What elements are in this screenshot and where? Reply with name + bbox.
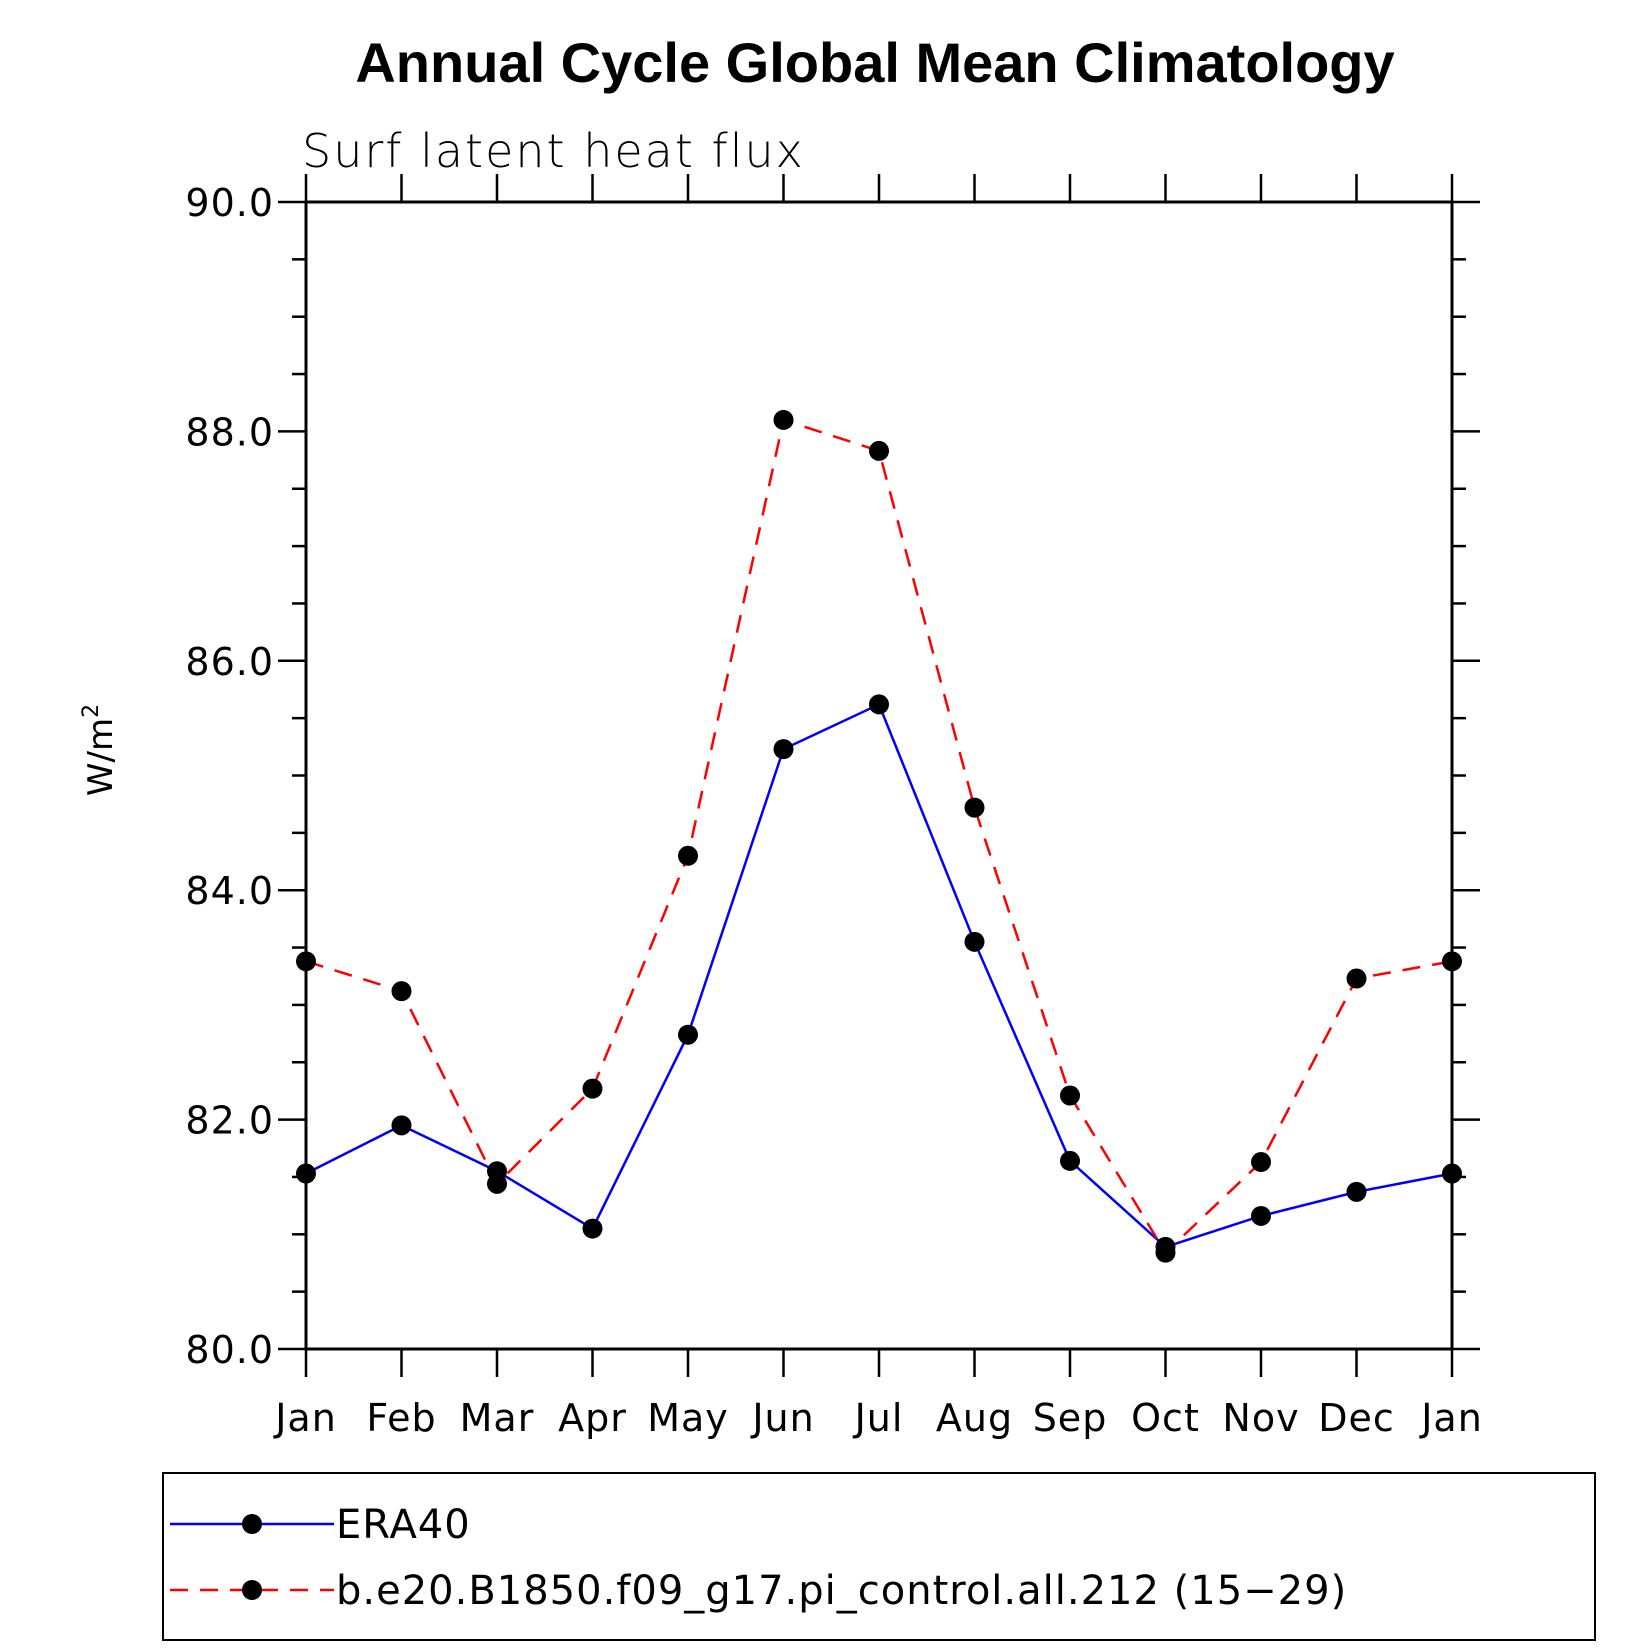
y-tick-label: 90.0 (185, 181, 274, 225)
series-0-point (964, 931, 985, 952)
legend-label-era40: ERA40 (336, 1502, 471, 1548)
legend-marker-era40 (242, 1514, 262, 1534)
y-axis-label: W/m2 (79, 704, 121, 796)
plot-frame (304, 200, 1454, 1351)
x-tick-label: Jul (853, 1396, 904, 1440)
x-tick-label: Oct (1131, 1396, 1200, 1440)
y-axis-label-text: W/m (81, 718, 121, 796)
series-1-point (964, 797, 985, 818)
series-1-point (773, 409, 794, 430)
series-0-point (1346, 1181, 1367, 1202)
x-tick-label: Apr (558, 1396, 627, 1440)
chart-subtitle: Surf latent heat flux (302, 124, 805, 178)
x-tick-label: Sep (1033, 1396, 1108, 1440)
series-1-point (487, 1173, 507, 1194)
x-tick-label: Feb (366, 1396, 436, 1440)
series-1-point (391, 981, 412, 1002)
series-0-point (1251, 1205, 1271, 1226)
series-1-point (1060, 1085, 1080, 1106)
series-1-point (1251, 1152, 1271, 1173)
series (296, 409, 1462, 1263)
series-1-point (296, 951, 316, 972)
series-0-point (773, 739, 794, 760)
x-tick-label: Aug (936, 1396, 1013, 1440)
x-tick-label: Jun (750, 1396, 814, 1440)
svg-text:W/m2: W/m2 (79, 704, 121, 796)
x-tick-label: May (647, 1396, 729, 1440)
series-0-point (296, 1163, 316, 1184)
series-1-point (1442, 951, 1462, 972)
y-tick-label: 88.0 (185, 410, 274, 454)
series-line-1 (305, 418, 1453, 1255)
legend-marker-model (242, 1580, 262, 1600)
y-tick-label: 86.0 (185, 640, 274, 684)
series-line-0 (305, 702, 1453, 1249)
x-tick-label: Jan (1419, 1396, 1483, 1440)
series-1-point (1346, 968, 1367, 989)
legend: ERA40 b.e20.B1850.f09_g17.pi_control.all… (162, 1472, 1596, 1641)
y-tick-label: 80.0 (185, 1328, 274, 1372)
series-0-point (1060, 1150, 1080, 1171)
series-1-point (582, 1078, 603, 1099)
series-0-point (678, 1024, 698, 1045)
series-0-point (869, 694, 889, 715)
series-0-point (582, 1218, 603, 1239)
y-tick-label: 82.0 (185, 1099, 274, 1143)
series-0-point (1442, 1163, 1462, 1184)
series-1-point (678, 845, 698, 866)
axes: Jan Feb Mar Apr May Jun Jul Aug Sep Oct Nov Dec Jan 8… (185, 174, 1482, 1440)
x-tick-label: Jan (273, 1396, 337, 1440)
x-tick-label: Nov (1222, 1396, 1299, 1440)
series-1-point (869, 440, 889, 461)
x-tick-label: Mar (460, 1396, 535, 1440)
y-axis-label-superscript: 2 (79, 704, 104, 718)
legend-box (162, 1472, 1596, 1641)
chart-title: Annual Cycle Global Mean Climatology (355, 31, 1394, 94)
series-0-point (391, 1115, 412, 1136)
x-tick-label: Dec (1318, 1396, 1395, 1440)
legend-label-model: b.e20.B1850.f09_g17.pi_control.all.212 (… (336, 1568, 1347, 1614)
y-tick-label: 84.0 (185, 869, 274, 913)
series-1-point (1155, 1242, 1176, 1263)
